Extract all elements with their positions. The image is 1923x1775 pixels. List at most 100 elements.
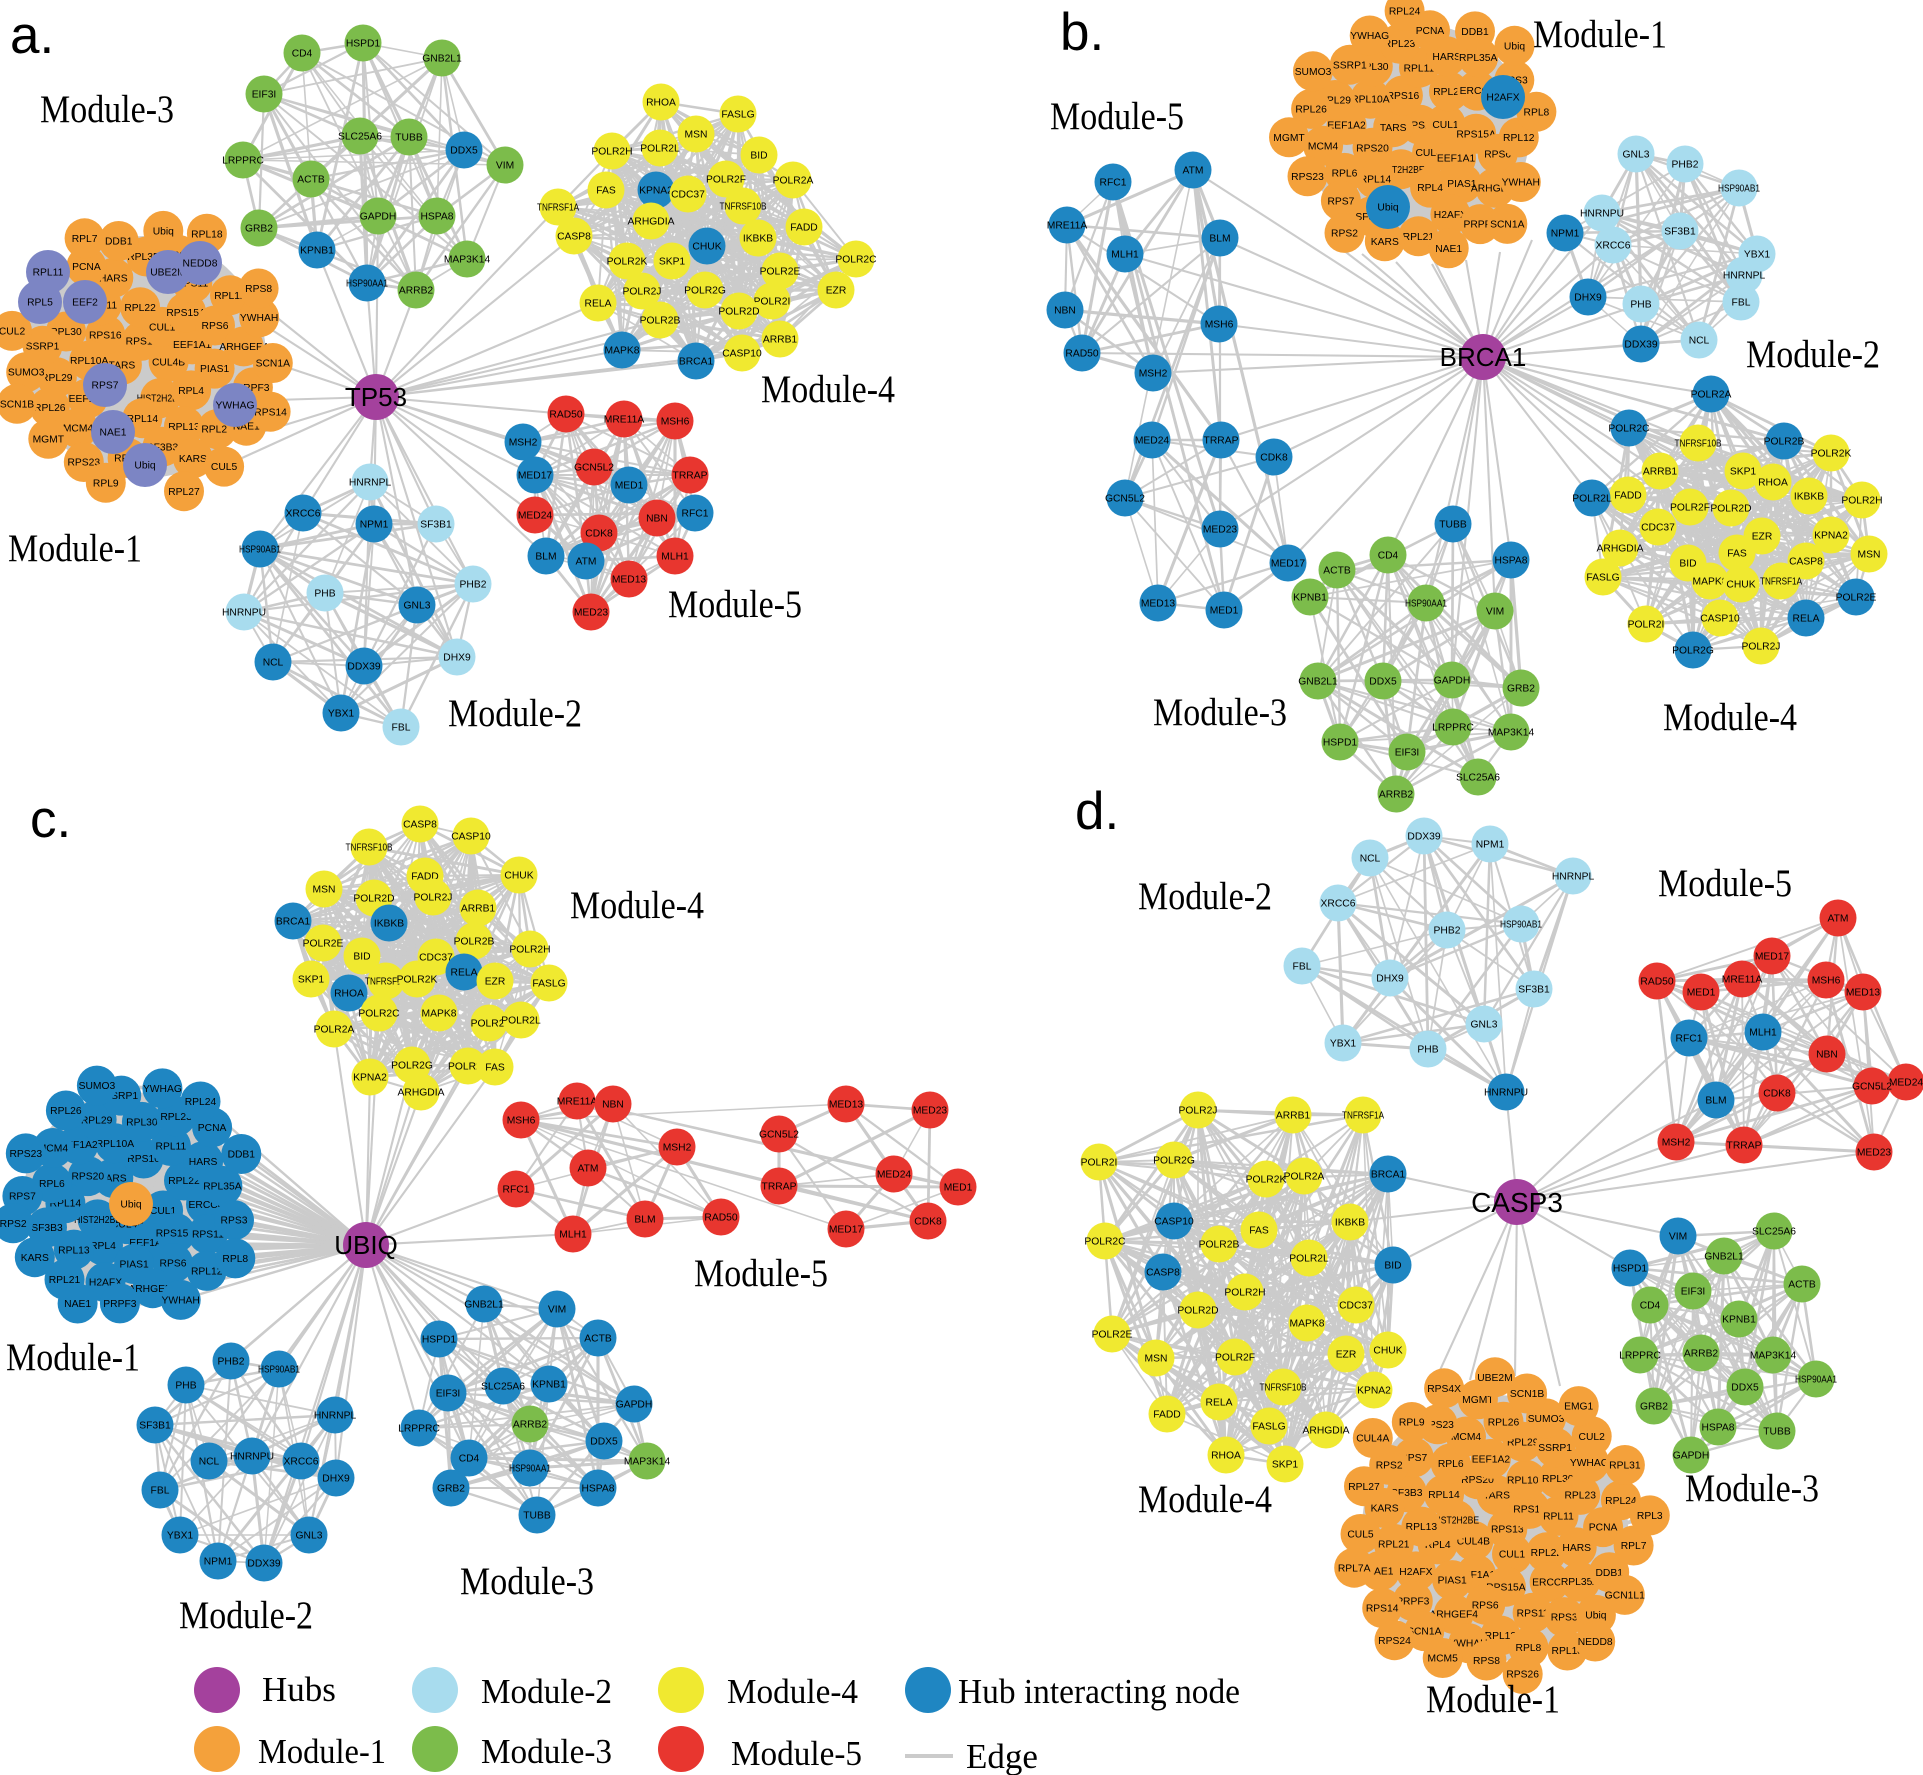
svg-text:ARHGDIA: ARHGDIA xyxy=(1597,544,1644,555)
svg-text:YBX1: YBX1 xyxy=(1744,250,1771,261)
svg-text:BID: BID xyxy=(1679,559,1696,570)
svg-text:RFC1: RFC1 xyxy=(503,1185,530,1196)
svg-text:PIAS1: PIAS1 xyxy=(1438,1576,1467,1587)
svg-text:HSP90AB1: HSP90AB1 xyxy=(258,1365,300,1376)
svg-text:POLR2B: POLR2B xyxy=(454,937,495,948)
svg-text:MRE11A: MRE11A xyxy=(1047,221,1088,232)
svg-text:MED24: MED24 xyxy=(518,511,553,522)
svg-text:CDK8: CDK8 xyxy=(914,1217,942,1228)
svg-text:CD4: CD4 xyxy=(1378,551,1399,562)
svg-text:MCM4: MCM4 xyxy=(1451,1432,1482,1443)
svg-text:NBN: NBN xyxy=(646,514,668,525)
svg-text:TRRAP: TRRAP xyxy=(1204,436,1239,447)
svg-text:YWHAG: YWHAG xyxy=(143,1084,182,1095)
svg-text:UBIQ: UBIQ xyxy=(334,1230,398,1260)
svg-text:RPL12: RPL12 xyxy=(191,1267,223,1278)
svg-text:HNRNPU: HNRNPU xyxy=(222,608,266,619)
svg-text:RELA: RELA xyxy=(1206,1398,1233,1409)
svg-text:HSPA8: HSPA8 xyxy=(1701,1423,1734,1434)
svg-text:TP53: TP53 xyxy=(345,382,407,412)
svg-text:RPL12: RPL12 xyxy=(1485,1631,1517,1642)
svg-text:POLR2K: POLR2K xyxy=(1246,1175,1287,1186)
svg-text:RPS11: RPS11 xyxy=(1517,1608,1549,1619)
svg-text:Module-5: Module-5 xyxy=(694,1252,828,1295)
svg-text:Module-1: Module-1 xyxy=(8,527,142,570)
svg-text:YWHAG: YWHAG xyxy=(1350,31,1389,42)
svg-text:MED24: MED24 xyxy=(1889,1078,1923,1089)
svg-text:CHUK: CHUK xyxy=(1726,580,1755,591)
svg-text:CDK8: CDK8 xyxy=(1260,453,1288,464)
svg-text:RPS8: RPS8 xyxy=(245,284,272,295)
svg-text:CDC37: CDC37 xyxy=(419,953,453,964)
svg-text:KARS: KARS xyxy=(179,454,207,465)
svg-text:HNRNPU: HNRNPU xyxy=(1484,1088,1528,1099)
svg-text:MED13: MED13 xyxy=(1846,988,1881,999)
svg-text:RPS4X: RPS4X xyxy=(1427,1384,1461,1395)
svg-text:EIF3I: EIF3I xyxy=(436,1389,461,1400)
svg-text:RPL6: RPL6 xyxy=(39,1179,65,1190)
svg-text:NAE1: NAE1 xyxy=(64,1299,91,1310)
svg-text:ATM: ATM xyxy=(1828,914,1849,925)
svg-text:NBN: NBN xyxy=(602,1100,624,1111)
svg-text:SKP1: SKP1 xyxy=(1730,467,1757,478)
svg-text:POLR2E: POLR2E xyxy=(1836,593,1877,604)
svg-text:RAD50: RAD50 xyxy=(704,1213,737,1224)
svg-text:DDX39: DDX39 xyxy=(247,1559,280,1570)
svg-text:MED23: MED23 xyxy=(913,1106,948,1117)
svg-text:SLC25A6: SLC25A6 xyxy=(1752,1227,1796,1238)
svg-text:RPL3: RPL3 xyxy=(1637,1511,1663,1522)
svg-text:KARS: KARS xyxy=(1371,1504,1399,1515)
svg-text:MSH6: MSH6 xyxy=(1205,320,1234,331)
svg-text:RPS13: RPS13 xyxy=(126,336,159,347)
svg-text:POLR2J: POLR2J xyxy=(1742,642,1781,653)
svg-text:RELA: RELA xyxy=(451,968,478,979)
svg-text:EEF1A2: EEF1A2 xyxy=(69,394,108,405)
svg-text:Module-5: Module-5 xyxy=(731,1734,862,1773)
svg-text:FASLG: FASLG xyxy=(1252,1422,1285,1433)
svg-text:YWHAH: YWHAH xyxy=(1449,1639,1487,1650)
svg-text:DHX9: DHX9 xyxy=(1574,293,1602,304)
svg-text:POLR2L: POLR2L xyxy=(640,144,680,155)
svg-text:Module-2: Module-2 xyxy=(179,1594,313,1637)
svg-text:RPL13: RPL13 xyxy=(1406,1522,1438,1533)
svg-text:DDX5: DDX5 xyxy=(1731,1383,1759,1394)
svg-text:ARHGEF4: ARHGEF4 xyxy=(1471,183,1520,194)
svg-text:NCL: NCL xyxy=(199,1457,220,1468)
svg-text:PCNA: PCNA xyxy=(1589,1523,1618,1534)
svg-text:RPL11: RPL11 xyxy=(156,1142,187,1153)
svg-text:FADD: FADD xyxy=(411,872,438,883)
svg-text:Module-5: Module-5 xyxy=(1658,862,1792,905)
svg-text:Module-3: Module-3 xyxy=(481,1732,612,1771)
svg-text:POLR2B: POLR2B xyxy=(640,316,681,327)
svg-text:MAPK8: MAPK8 xyxy=(605,346,640,357)
svg-text:RPL29: RPL29 xyxy=(1319,96,1351,107)
svg-text:Module-2: Module-2 xyxy=(481,1672,612,1711)
svg-text:RPL8: RPL8 xyxy=(1524,107,1550,118)
svg-text:RPL10A: RPL10A xyxy=(1351,94,1389,105)
svg-text:MAPK8: MAPK8 xyxy=(422,1009,457,1020)
svg-text:ARHGEF4: ARHGEF4 xyxy=(1429,1610,1478,1621)
svg-text:POLR2D: POLR2D xyxy=(353,894,394,905)
svg-text:H2AFX: H2AFX xyxy=(1486,93,1519,104)
svg-text:BRCA1: BRCA1 xyxy=(1371,1170,1406,1181)
svg-text:MAPK8: MAPK8 xyxy=(1693,577,1728,588)
svg-text:MED24: MED24 xyxy=(877,1170,912,1181)
svg-text:POLR2B: POLR2B xyxy=(1199,1240,1240,1251)
svg-text:HIST2H2BE: HIST2H2BE xyxy=(1378,165,1425,176)
svg-text:GAPDH: GAPDH xyxy=(360,212,397,223)
svg-text:HARS: HARS xyxy=(189,1157,218,1168)
svg-text:RPL30: RPL30 xyxy=(1357,62,1389,73)
svg-text:YWHAH: YWHAH xyxy=(162,1296,200,1307)
svg-text:TNFRSF1A: TNFRSF1A xyxy=(1342,1111,1384,1122)
svg-text:SLC25A6: SLC25A6 xyxy=(338,132,382,143)
svg-text:FAS: FAS xyxy=(596,186,616,197)
svg-text:Module-1: Module-1 xyxy=(258,1732,386,1771)
svg-text:GNL3: GNL3 xyxy=(1623,150,1650,161)
svg-text:ATM: ATM xyxy=(576,557,597,568)
svg-text:RPL10A: RPL10A xyxy=(70,356,108,367)
svg-text:RPL27: RPL27 xyxy=(1348,1482,1380,1493)
svg-text:Module-1: Module-1 xyxy=(1533,13,1667,56)
svg-text:POLR2E: POLR2E xyxy=(1092,1330,1133,1341)
svg-text:RPS2: RPS2 xyxy=(0,1219,27,1230)
svg-text:KPNA2: KPNA2 xyxy=(1357,1386,1391,1397)
